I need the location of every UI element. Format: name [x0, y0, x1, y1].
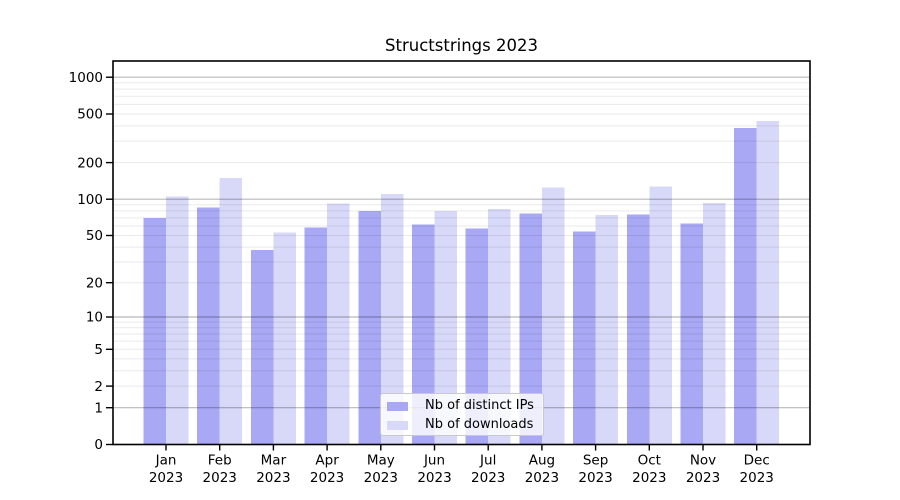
x-tick-label-month: Jan	[155, 453, 177, 469]
bar-distinct-ips-apr	[304, 227, 328, 445]
y-tick-label: 0	[94, 437, 103, 453]
bar-distinct-ips-jan	[143, 217, 166, 445]
x-tick-label-month: Oct	[638, 453, 661, 469]
y-tick-label: 10	[86, 310, 103, 326]
x-tick-label-year: 2023	[632, 470, 666, 486]
y-tick-label: 1	[94, 400, 103, 416]
axes-group: 01251020501002005001000Jan2023Feb2023Mar…	[69, 60, 811, 486]
x-tick-label-year: 2023	[364, 470, 398, 486]
y-tick-label: 2	[94, 379, 103, 395]
bar-distinct-ips-sep	[573, 231, 596, 445]
bar-downloads-feb	[219, 177, 243, 445]
x-tick-label-year: 2023	[578, 470, 612, 486]
legend-label-downloads: Nb of downloads	[425, 417, 534, 432]
bar-distinct-ips-aug	[519, 213, 542, 445]
legend-swatch-downloads	[387, 420, 408, 430]
y-tick-label: 20	[86, 275, 103, 291]
y-tick-label: 100	[77, 192, 103, 208]
x-tick-label-year: 2023	[740, 470, 774, 486]
bars-group	[143, 120, 780, 445]
y-tick-label: 1000	[69, 70, 103, 86]
bar-downloads-apr	[327, 203, 350, 445]
x-tick-label-year: 2023	[203, 470, 237, 486]
x-tick-label-month: Feb	[208, 453, 232, 469]
bar-distinct-ips-mar	[250, 249, 274, 445]
bar-distinct-ips-feb	[197, 207, 220, 445]
plot-border	[112, 60, 811, 446]
bar-downloads-nov	[703, 203, 726, 445]
y-tick-label: 5	[94, 342, 103, 358]
legend-label-distinct-ips: Nb of distinct IPs	[425, 398, 534, 413]
x-tick-label-month: Nov	[690, 453, 716, 469]
x-tick-label-year: 2023	[686, 470, 720, 486]
x-tick-label-month: Aug	[529, 453, 555, 469]
gridlines	[113, 76, 810, 409]
x-tick-label-month: Apr	[315, 453, 339, 469]
bar-distinct-ips-oct	[626, 214, 650, 445]
x-tick-label-month: Dec	[744, 453, 770, 469]
chart-title: Structstrings 2023	[385, 36, 538, 55]
x-tick-label-month: Mar	[261, 453, 287, 469]
bar-distinct-ips-dec	[734, 127, 757, 445]
bar-downloads-mar	[273, 232, 296, 445]
y-tick-label: 200	[77, 155, 103, 171]
bar-downloads-aug	[541, 187, 565, 445]
bar-downloads-sep	[595, 215, 619, 445]
y-tick-label: 50	[86, 228, 103, 244]
x-tick-label-year: 2023	[256, 470, 290, 486]
bar-downloads-oct	[649, 186, 672, 445]
x-tick-label-month: Jul	[479, 453, 496, 469]
x-tick-label-year: 2023	[417, 470, 451, 486]
bar-downloads-may	[380, 194, 404, 445]
x-tick-label-month: Jun	[423, 453, 445, 469]
x-tick-label-month: May	[367, 453, 395, 469]
x-tick-label-year: 2023	[471, 470, 505, 486]
legend-row-downloads: Nb of downloads	[387, 417, 543, 433]
x-tick-label-month: Sep	[583, 453, 608, 469]
legend-row-distinct-ips: Nb of distinct IPs	[387, 398, 543, 414]
x-tick-label-year: 2023	[149, 470, 183, 486]
legend-swatch-distinct-ips	[387, 401, 408, 411]
x-tick-label-year: 2023	[525, 470, 559, 486]
y-tick-label: 500	[77, 107, 103, 123]
legend: Nb of distinct IPs Nb of downloads	[380, 393, 544, 436]
x-tick-label-year: 2023	[310, 470, 344, 486]
bar-downloads-jan	[166, 196, 189, 445]
